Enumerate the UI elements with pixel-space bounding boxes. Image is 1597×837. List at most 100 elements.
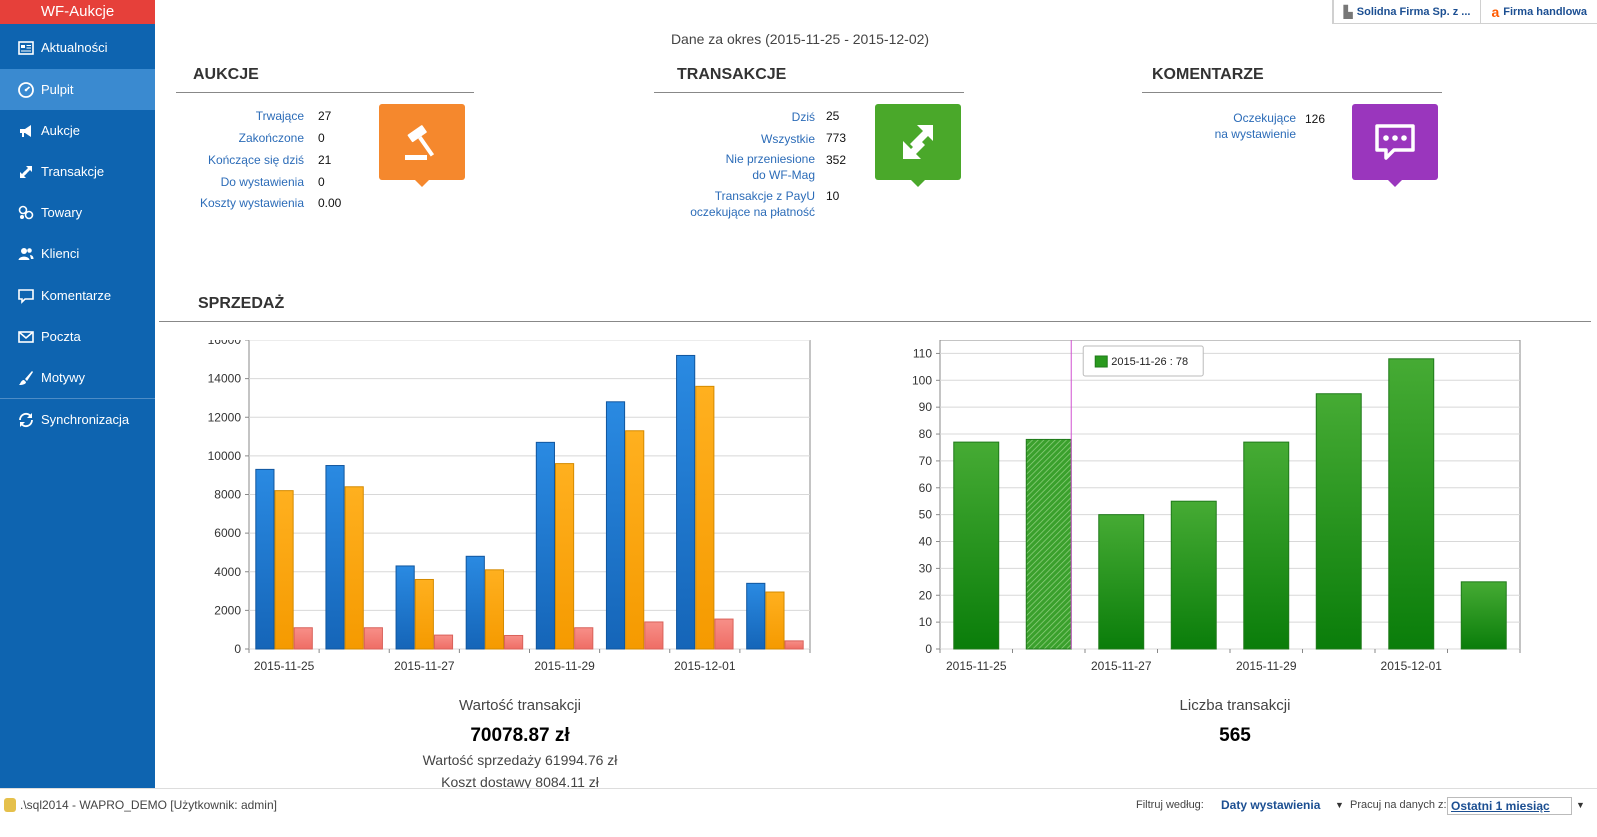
section-divider xyxy=(1142,92,1442,93)
comment-icon xyxy=(16,286,36,306)
stat-koszty-wystawienia[interactable]: Koszty wystawienia xyxy=(199,196,304,210)
filter-label: Filtruj według: xyxy=(1136,799,1204,811)
sidebar-item-aukcje[interactable]: Aukcje xyxy=(0,110,155,151)
sidebar-item-pulpit[interactable]: Pulpit xyxy=(0,69,155,110)
sidebar-item-motywy[interactable]: Motywy xyxy=(0,357,155,398)
bar xyxy=(395,565,415,650)
megaphone-icon xyxy=(16,121,36,141)
y-tick-label: 10 xyxy=(919,615,933,629)
chart-caption: Liczba transakcji xyxy=(1179,697,1291,714)
sales-value: Wartość sprzedaży 61994.76 zł xyxy=(422,752,618,768)
sidebar-item-label: Klienci xyxy=(41,246,80,261)
filter-dropdown[interactable]: Daty wystawienia xyxy=(1221,798,1321,812)
transactions-total: 565 xyxy=(1219,725,1251,746)
bar xyxy=(695,385,715,650)
section-title-aukcje: AUKCJE xyxy=(193,66,259,83)
bar xyxy=(363,627,383,650)
chevron-down-icon[interactable]: ▼ xyxy=(1335,800,1344,810)
stat-wszystkie[interactable]: Wszystkie xyxy=(761,132,815,146)
y-tick-label: 6000 xyxy=(214,526,241,540)
y-tick-label: 4000 xyxy=(214,565,241,579)
period-label: Dane za okres (2015-11-25 - 2015-12-02) xyxy=(670,31,930,47)
news-icon xyxy=(16,38,36,58)
stat-value: 126 xyxy=(1305,112,1326,126)
section-title-komentarze: KOMENTARZE xyxy=(1152,66,1264,83)
section-divider xyxy=(176,92,474,93)
transfer-icon xyxy=(16,162,36,182)
sidebar-item-transakcje[interactable]: Transakcje xyxy=(0,151,155,192)
bar xyxy=(465,555,485,650)
users-icon xyxy=(16,244,36,264)
stat-value: 27 xyxy=(318,109,332,123)
bar xyxy=(255,468,275,650)
stat-nie-przeniesione[interactable]: Nie przeniesione do WF-Mag xyxy=(725,152,815,182)
sales-value-chart: 0 2000 4000 6000 8000 10000 12000 14000 16000 201… xyxy=(208,340,811,673)
tab-company[interactable]: ▙ Solidna Firma Sp. z ... xyxy=(1332,0,1481,24)
stat-value: 773 xyxy=(826,131,847,145)
y-tick-label: 20 xyxy=(919,588,933,602)
y-tick-label: 12000 xyxy=(208,410,242,424)
sidebar-divider xyxy=(0,398,155,399)
bar xyxy=(676,354,696,650)
boxes-icon xyxy=(16,203,36,223)
y-tick-label: 2000 xyxy=(214,603,241,617)
stat-trwajace[interactable]: Trwające xyxy=(255,109,304,123)
x-tick-label: 2015-11-29 xyxy=(534,659,595,673)
sidebar-item-synchronizacja[interactable]: Synchronizacja xyxy=(0,399,155,440)
bar xyxy=(574,627,594,650)
work-data-label: Pracuj na danych z: xyxy=(1350,799,1447,811)
sidebar-item-label: Pulpit xyxy=(41,82,74,97)
transakcje-tile[interactable] xyxy=(875,104,961,187)
sidebar-item-poczta[interactable]: Poczta xyxy=(0,316,155,357)
sidebar: WF-Aukcje Aktualności Pulpit Aukcje Tran… xyxy=(0,0,155,800)
x-tick-label: 2015-12-01 xyxy=(1381,659,1443,673)
sidebar-item-komentarze[interactable]: Komentarze xyxy=(0,275,155,316)
y-tick-label: 40 xyxy=(919,535,933,549)
bar xyxy=(1025,438,1072,650)
sidebar-item-label: Towary xyxy=(41,205,83,220)
tab-firma-handlowa[interactable]: a Firma handlowa xyxy=(1480,0,1597,24)
stat-value: 0 xyxy=(318,131,325,145)
stat-value: 21 xyxy=(318,153,332,167)
chevron-down-icon[interactable]: ▼ xyxy=(1576,800,1585,810)
bar xyxy=(625,430,645,650)
brush-icon xyxy=(16,368,36,388)
bar xyxy=(1460,581,1507,650)
bar xyxy=(746,582,766,650)
y-tick-label: 70 xyxy=(919,454,933,468)
stat-value: 352 xyxy=(826,153,847,167)
stat-do-wystawienia[interactable]: Do wystawienia xyxy=(220,175,304,189)
komentarze-tile[interactable] xyxy=(1352,104,1438,187)
chat-icon xyxy=(1375,124,1415,160)
bar xyxy=(1388,358,1435,650)
sidebar-item-aktualnosci[interactable]: Aktualności xyxy=(0,27,155,68)
stat-dzis[interactable]: Dziś xyxy=(791,110,815,124)
tooltip-swatch xyxy=(1094,355,1108,368)
stat-oczekujace[interactable]: Oczekujące na wystawienie xyxy=(1214,111,1296,141)
gavel-icon xyxy=(405,125,435,160)
chart-caption: Wartość transakcji xyxy=(459,697,581,714)
status-bar: .\sql2014 - WAPRO_DEMO [Użytkownik: admi… xyxy=(0,788,1597,837)
tooltip-box xyxy=(1082,345,1204,377)
sidebar-item-label: Komentarze xyxy=(41,288,112,303)
section-title-transakcje: TRANSAKCJE xyxy=(677,66,787,83)
bar xyxy=(765,591,785,650)
aukcje-tile[interactable] xyxy=(379,104,465,187)
chart-tooltip: 2015-11-26 : 78 xyxy=(1082,345,1204,377)
x-tick-label: 2015-11-29 xyxy=(1236,659,1297,673)
sales-total: 70078.87 zł xyxy=(470,725,570,746)
factory-icon: ▙ xyxy=(1343,5,1353,19)
stat-konczace-sie-dzis[interactable]: Kończące się dziś xyxy=(207,153,304,167)
sidebar-item-towary[interactable]: Towary xyxy=(0,192,155,233)
y-tick-label: 100 xyxy=(912,373,932,387)
bar xyxy=(325,465,345,650)
stat-transakcje-payu[interactable]: Transakcje z PayU oczekujące na płatność xyxy=(690,189,815,219)
y-tick-label: 60 xyxy=(919,481,933,495)
period-select[interactable]: Ostatni 1 miesiąc xyxy=(1447,797,1572,815)
sidebar-item-label: Aukcje xyxy=(41,123,81,138)
bar xyxy=(414,578,434,650)
stat-zakonczone[interactable]: Zakończone xyxy=(238,131,304,145)
sidebar-item-klienci[interactable]: Klienci xyxy=(0,233,155,274)
bar xyxy=(274,490,294,650)
x-tick-label: 2015-12-01 xyxy=(674,659,736,673)
